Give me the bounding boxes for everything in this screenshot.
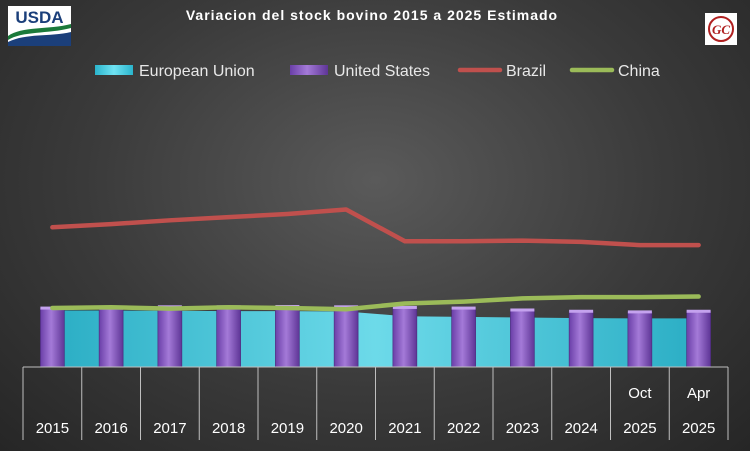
us-bar-cap-oct-2025 — [627, 310, 652, 314]
category-axis: 2015 2016 2017 2018 2019 2020 2021 2022 2023 2024… — [22, 366, 729, 440]
us-bar-oct-2025 — [627, 312, 653, 368]
category-label-2023: 2023 — [506, 420, 539, 437]
us-bar-cap-2020 — [334, 305, 359, 309]
lines-layer — [50, 207, 701, 312]
category-label-2022: 2022 — [447, 420, 480, 437]
category-label-apr-2025-1: Apr — [687, 385, 710, 402]
category-label-2016: 2016 — [94, 420, 127, 437]
us-bar-2017 — [157, 307, 183, 368]
us-bar-cap-apr-2025 — [686, 309, 711, 313]
gc-logo-text: GC — [712, 22, 730, 37]
category-label-2017: 2017 — [153, 420, 186, 437]
us-bar-cap-2023 — [510, 308, 535, 312]
usda-logo: USDA — [8, 6, 71, 46]
us-bar-2015 — [40, 308, 65, 368]
category-label-oct-2025-1: Oct — [628, 385, 652, 402]
category-label-2020: 2020 — [329, 420, 362, 437]
category-label-2024: 2024 — [564, 420, 597, 437]
us-bar-2022 — [451, 308, 476, 368]
gc-logo: GC — [705, 13, 737, 45]
legend-label-china: China — [618, 63, 660, 80]
legend-label-united-states: United States — [334, 63, 430, 80]
us-bar-2019 — [275, 306, 300, 368]
category-label-2015: 2015 — [36, 420, 69, 437]
us-bar-cap-2022 — [451, 306, 476, 310]
usda-logo-text: USDA — [15, 8, 63, 27]
us-bar-2016 — [98, 308, 124, 368]
category-label-2021: 2021 — [388, 420, 421, 437]
china-line — [50, 294, 701, 312]
legend-swatch-european-union — [95, 65, 133, 75]
us-bar-apr-2025 — [686, 311, 711, 368]
us-bar-2018 — [216, 307, 241, 368]
us-bar-2021 — [392, 307, 418, 368]
legend-label-european-union: European Union — [139, 63, 255, 80]
legend-swatch-united-states — [290, 65, 328, 75]
legend: European Union United States Brazil China — [95, 63, 660, 80]
us-bar-cap-2021 — [392, 305, 417, 309]
us-bar-2020 — [333, 307, 359, 368]
category-label-apr-2025-2: 2025 — [682, 420, 715, 437]
legend-label-brazil: Brazil — [506, 63, 546, 80]
category-label-oct-2025-2: 2025 — [623, 420, 656, 437]
category-label-2018: 2018 — [212, 420, 245, 437]
eu-area — [51, 310, 700, 367]
chart-title: Variacion del stock bovino 2015 a 2025 E… — [186, 7, 558, 23]
eu-area-layer — [51, 310, 700, 367]
us-bar-cap-2024 — [569, 309, 594, 313]
us-bar-2023 — [510, 310, 535, 368]
category-label-2019: 2019 — [271, 420, 304, 437]
us-bar-2024 — [568, 311, 594, 368]
brazil-line — [50, 207, 701, 248]
